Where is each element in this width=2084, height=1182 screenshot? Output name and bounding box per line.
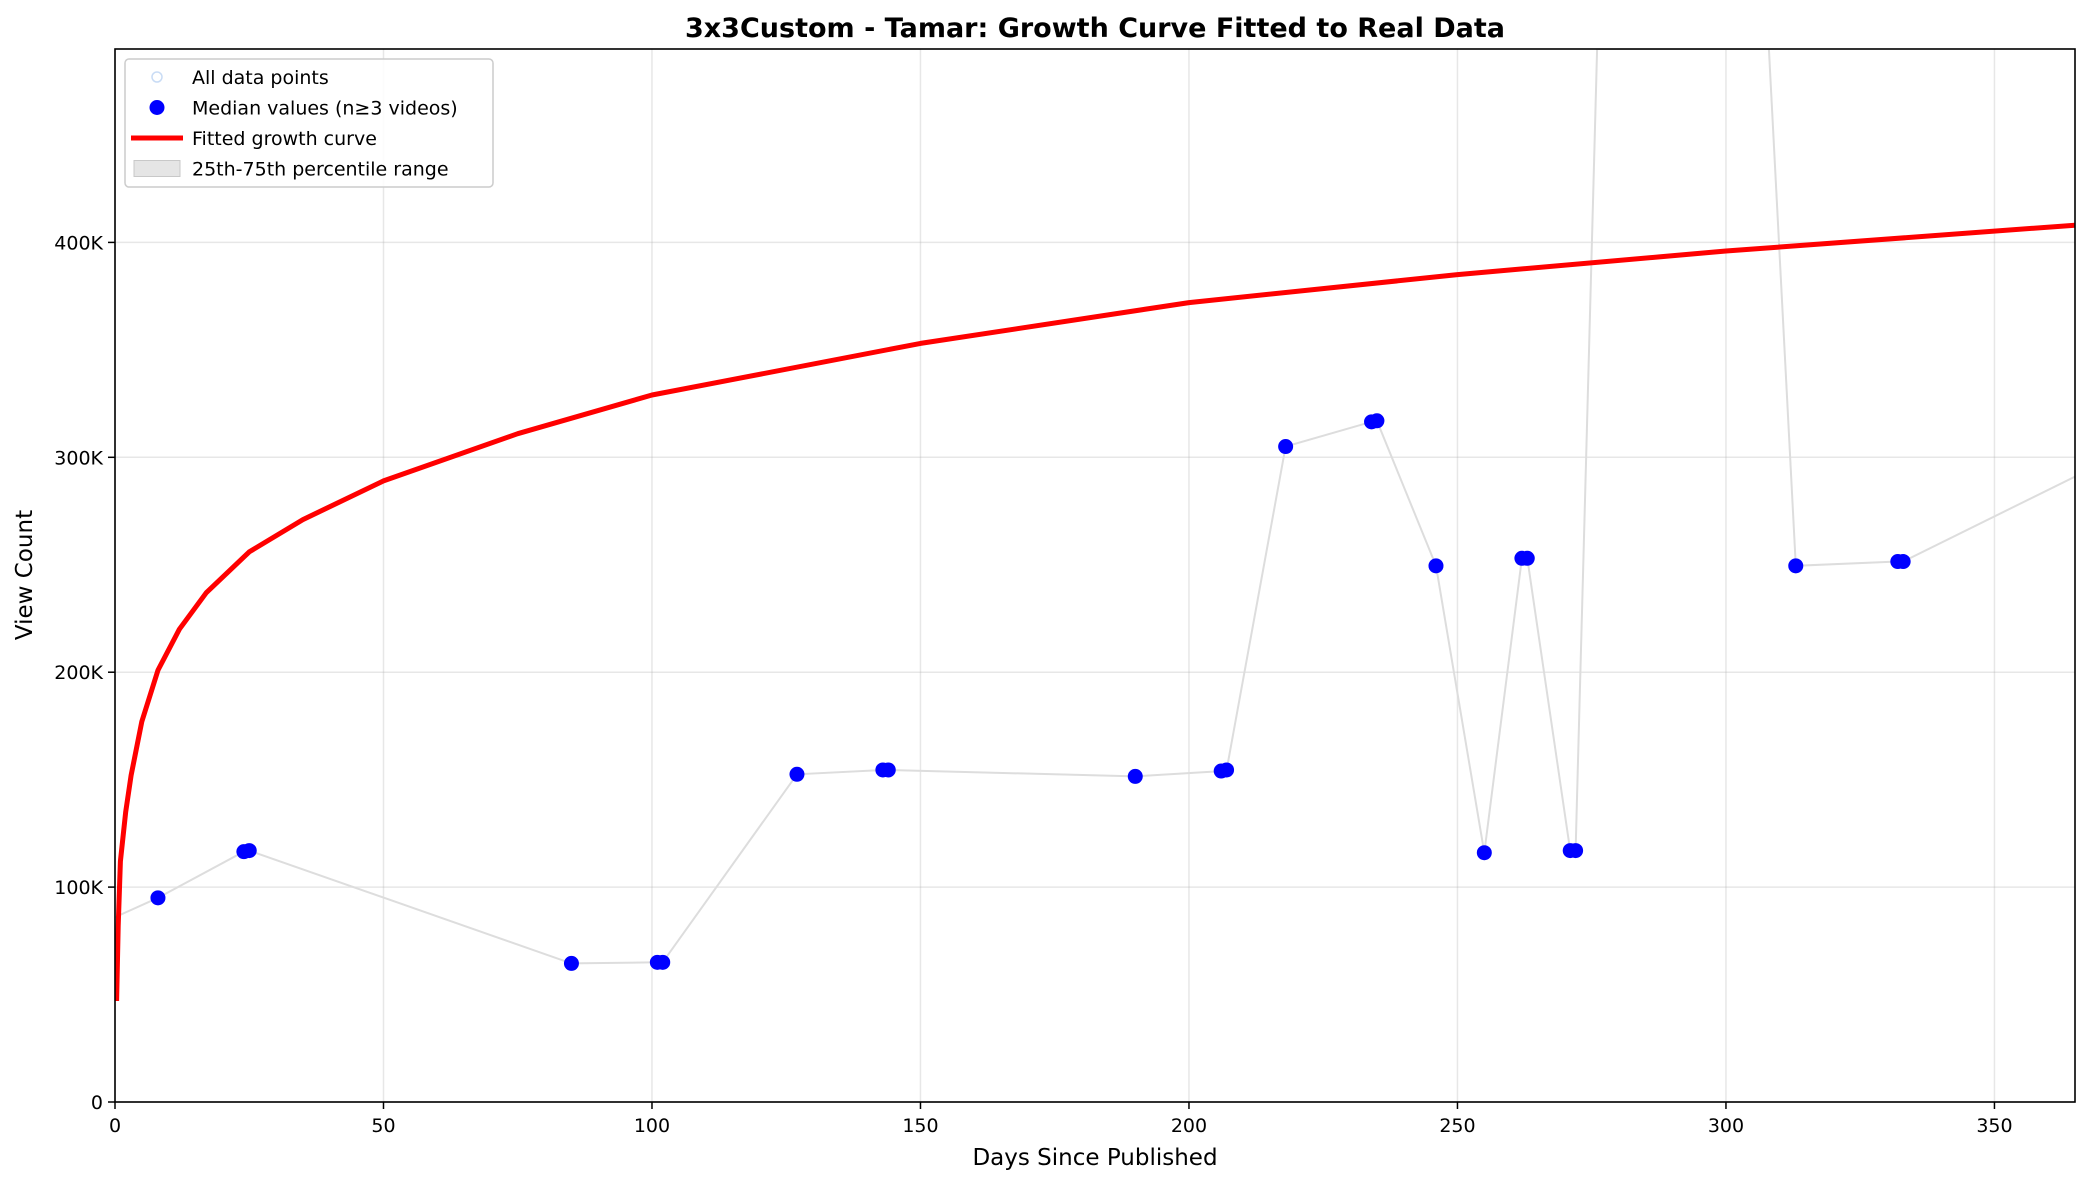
y-axis-ticks: 0 100K 200K 300K 400K	[54, 232, 115, 1114]
median-point	[1476, 845, 1492, 861]
x-tick-label: 50	[371, 1115, 395, 1137]
median-point	[1369, 413, 1385, 429]
x-tick-label: 250	[1439, 1115, 1475, 1137]
median-points	[150, 413, 1911, 971]
x-axis-ticks: 0 50 100 150 200 250 300 350	[109, 1102, 2013, 1137]
median-point	[1788, 558, 1804, 574]
median-point	[150, 890, 166, 906]
percentile-range	[115, 49, 2075, 965]
median-point	[1219, 762, 1235, 778]
legend-handle-all-points	[151, 71, 163, 83]
grid	[114, 49, 2075, 1103]
x-tick-label: 0	[109, 1115, 121, 1137]
median-point	[789, 766, 805, 782]
median-point	[1428, 558, 1444, 574]
y-tick-label: 400K	[54, 232, 103, 254]
plot-frame	[114, 48, 2076, 1103]
legend-handle-median	[149, 100, 165, 115]
fitted-growth-curve	[115, 222, 2075, 1002]
median-point	[1568, 843, 1584, 859]
x-tick-label: 150	[902, 1115, 938, 1137]
legend-label: Fitted growth curve	[192, 128, 377, 150]
median-point	[880, 762, 896, 778]
legend-box	[124, 58, 494, 188]
y-tick-label: 200K	[54, 662, 103, 684]
median-point	[655, 954, 671, 970]
y-tick-label: 0	[91, 1092, 103, 1114]
legend-label: 25th-75th percentile range	[192, 159, 449, 181]
median-point	[563, 955, 579, 971]
median-point	[241, 843, 257, 859]
x-tick-label: 200	[1171, 1115, 1207, 1137]
median-point	[1278, 439, 1294, 455]
chart-title: 3x3Custom - Tamar: Growth Curve Fitted t…	[685, 13, 1505, 44]
median-point	[1127, 768, 1143, 784]
median-point	[1895, 554, 1911, 570]
legend-label: All data points	[192, 67, 329, 89]
y-tick-label: 100K	[54, 877, 103, 899]
y-tick-label: 300K	[54, 447, 103, 469]
y-axis-label: View Count	[12, 510, 38, 640]
x-tick-label: 300	[1708, 1115, 1744, 1137]
legend: All data points Median values (n≥3 videos…	[124, 58, 494, 188]
x-axis-label: Days Since Published	[972, 1145, 1217, 1171]
legend-handle-range	[133, 160, 181, 177]
fitted-curve-line	[115, 222, 2075, 1002]
x-tick-label: 350	[1976, 1115, 2012, 1137]
legend-label: Median values (n≥3 videos)	[192, 98, 458, 120]
percentile-range-line	[115, 49, 2075, 965]
x-tick-label: 100	[634, 1115, 670, 1137]
median-point	[1519, 550, 1535, 566]
